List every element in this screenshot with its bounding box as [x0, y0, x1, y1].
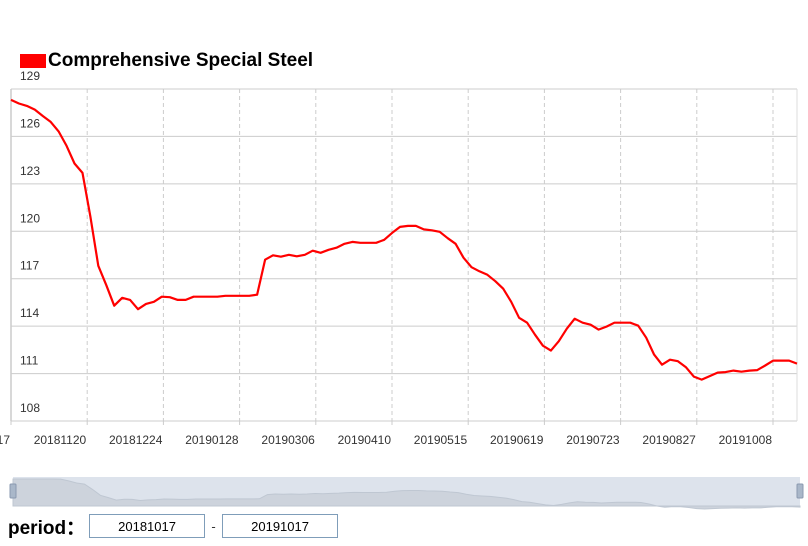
legend-swatch	[20, 54, 46, 68]
series-line	[10, 98, 798, 381]
period-label: period：	[8, 517, 86, 539]
x-tick-label: 20181120	[34, 433, 87, 447]
grid	[10, 88, 798, 425]
range-navigator[interactable]	[9, 477, 804, 510]
navigator-left-handle[interactable]	[9, 483, 17, 499]
y-tick-label: 120	[20, 211, 40, 225]
x-tick-label: 20181224	[109, 433, 163, 447]
navigator-area	[12, 478, 801, 510]
period-selector: period： -	[8, 513, 339, 539]
y-tick-label: 114	[20, 306, 39, 320]
x-tick-label: 20191008	[719, 433, 773, 447]
y-tick-label: 129	[20, 69, 40, 83]
x-tick-label: 20190306	[261, 433, 315, 447]
legend[interactable]: Comprehensive Special Steel	[20, 50, 313, 72]
end-date-input[interactable]	[222, 514, 339, 538]
x-tick-label: 20190515	[414, 433, 468, 447]
period-separator: -	[211, 518, 216, 534]
x-tick-label: 20190827	[642, 433, 696, 447]
start-date-input[interactable]	[89, 514, 206, 538]
y-tick-label: 126	[20, 116, 40, 130]
y-tick-label: 111	[20, 354, 39, 368]
x-tick-label: 20190619	[490, 433, 544, 447]
y-axis: 108 111 114 117 120 123 126 129	[20, 69, 40, 415]
x-tick-label: 20190723	[566, 433, 620, 447]
x-tick-label: 20181017	[0, 433, 10, 447]
navigator-right-handle[interactable]	[796, 483, 804, 499]
y-tick-label: 108	[20, 401, 40, 415]
y-tick-label: 117	[20, 259, 39, 273]
x-tick-label: 20190410	[338, 433, 392, 447]
legend-label: Comprehensive Special Steel	[48, 50, 314, 71]
y-tick-label: 123	[20, 164, 40, 178]
x-tick-label: 20190128	[185, 433, 239, 447]
x-axis: 20181017 20181120 20181224 20190128 20190306…	[0, 433, 772, 447]
